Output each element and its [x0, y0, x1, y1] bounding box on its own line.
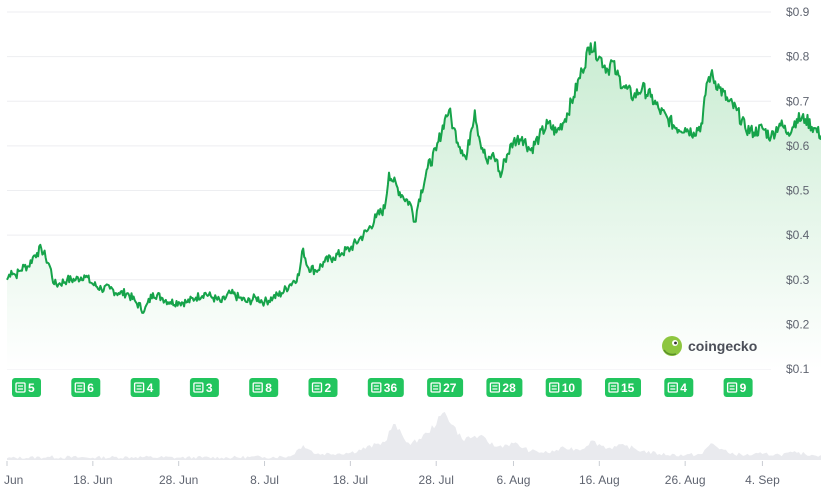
price-area-fill [7, 42, 821, 369]
gecko-logo-icon [662, 336, 682, 356]
news-icon [252, 382, 263, 393]
news-icon [608, 382, 619, 393]
news-badge-count: 3 [206, 381, 213, 395]
news-badge-count: 2 [325, 381, 332, 395]
news-icon [667, 382, 678, 393]
x-tick-label: 8. Jul [250, 473, 279, 487]
news-badge[interactable]: 4 [130, 378, 160, 397]
news-badge[interactable]: 5 [12, 378, 41, 397]
news-icon [74, 382, 85, 393]
news-badge[interactable]: 28 [486, 378, 523, 397]
news-badge-count: 15 [621, 381, 635, 395]
y-tick-label: $0.3 [786, 273, 810, 287]
news-badge[interactable]: 10 [545, 378, 582, 397]
news-badge-count: 8 [265, 381, 272, 395]
x-tick-label: 6. Aug [496, 473, 530, 487]
volume-area [7, 412, 821, 460]
news-icon [371, 382, 382, 393]
y-tick-label: $0.7 [786, 94, 810, 108]
x-tick-label: 26. Aug [665, 473, 706, 487]
news-badge[interactable]: 9 [723, 378, 753, 397]
news-icon [311, 382, 323, 393]
price-area [7, 42, 821, 369]
event-badges: 5 6 4 3 8 2 36 27 28 10 15 4 9 [12, 378, 753, 397]
coingecko-watermark: coingecko [662, 336, 757, 356]
x-tick-label: 18. Jun [73, 473, 112, 487]
y-axis: $0.1 $0.2 $0.3 $0.4 $0.5 $0.6 $0.7 $0.8 $0.9 [786, 5, 810, 376]
volume-series [7, 412, 821, 460]
y-tick-label: $0.4 [786, 228, 810, 242]
x-tick-label: 18. Jul [333, 473, 368, 487]
y-tick-label: $0.1 [786, 362, 810, 376]
y-tick-label: $0.2 [786, 317, 810, 331]
news-badge-count: 4 [680, 381, 687, 395]
price-series-line [6, 41, 821, 314]
news-icon [193, 382, 204, 393]
watermark-text: coingecko [688, 338, 757, 354]
news-icon [133, 382, 145, 393]
x-tick-label: 28. Jun [159, 473, 198, 487]
news-badge-count: 36 [384, 381, 398, 395]
news-badge-count: 5 [28, 381, 35, 395]
price-line [6, 41, 821, 314]
x-tick-label: 16. Aug [579, 473, 620, 487]
news-icon [726, 382, 738, 393]
news-icon [489, 382, 501, 393]
y-tick-label: $0.6 [786, 139, 810, 153]
news-icon [15, 382, 26, 393]
y-tick-label: $0.5 [786, 184, 810, 198]
x-tick-label: 4. Sep [745, 473, 780, 487]
news-badge[interactable]: 8 [249, 378, 279, 397]
news-badge[interactable]: 36 [367, 378, 404, 397]
x-tick-label: 8. Jun [0, 473, 23, 487]
news-icon [430, 382, 441, 393]
x-tick-label: 28. Jul [419, 473, 454, 487]
news-badge-count: 10 [562, 381, 576, 395]
news-badge[interactable]: 4 [664, 378, 694, 397]
news-badge[interactable]: 6 [71, 378, 101, 397]
news-badge-count: 9 [740, 381, 747, 395]
y-tick-label: $0.8 [786, 50, 810, 64]
news-badge-count: 6 [87, 381, 94, 395]
news-badge[interactable]: 15 [605, 378, 641, 397]
news-badge-count: 28 [502, 381, 516, 395]
news-badge[interactable]: 2 [308, 378, 338, 397]
news-badge[interactable]: 27 [427, 378, 464, 397]
news-badge-count: 4 [147, 381, 154, 395]
news-badge-count: 27 [443, 381, 457, 395]
y-tick-label: $0.9 [786, 5, 810, 19]
news-icon [549, 382, 560, 393]
news-badge[interactable]: 3 [189, 378, 219, 397]
x-axis: 8. Jun 18. Jun 28. Jun 8. Jul 18. Jul 28. Jul… [0, 461, 780, 487]
